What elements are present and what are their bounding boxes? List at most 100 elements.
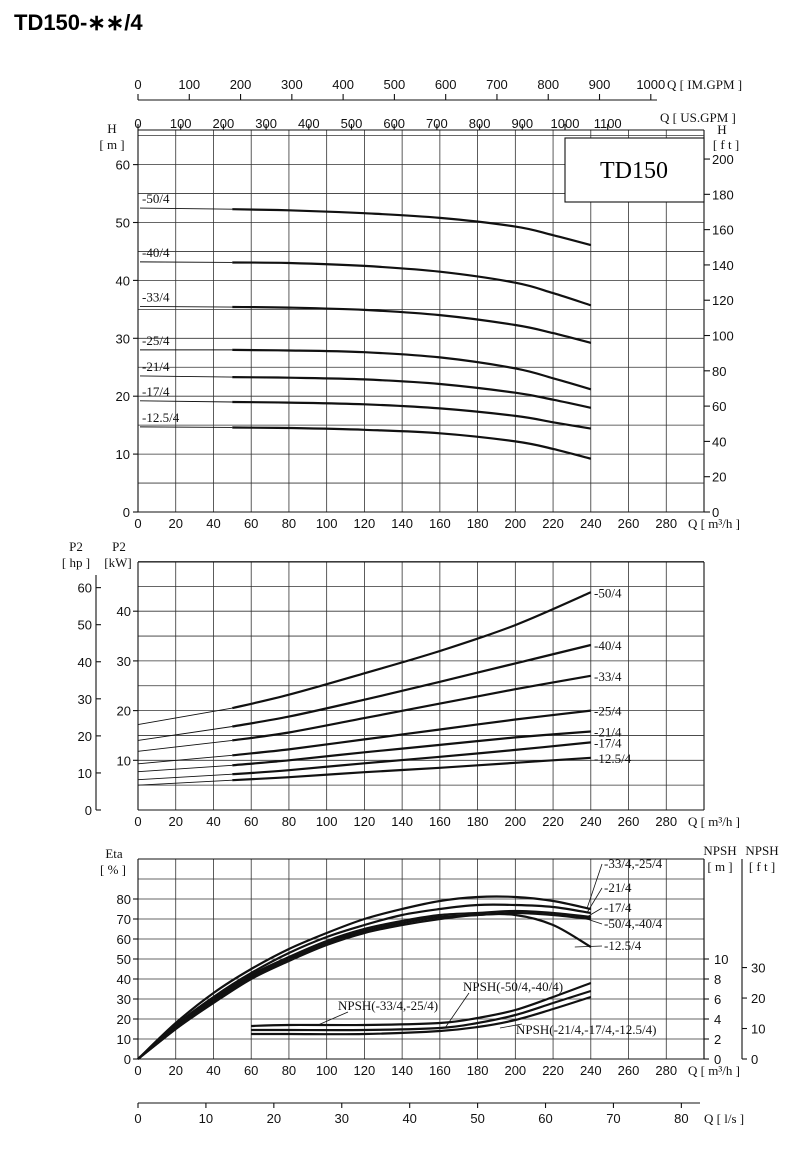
efficiency-curve	[137, 912, 592, 1060]
eta-tick-label: 60	[117, 932, 131, 947]
head-m-tick-label: 10	[116, 447, 130, 462]
power-series-label: -17/4	[594, 735, 622, 750]
power-series-label: -50/4	[594, 585, 622, 600]
head-m-axis-title: H	[107, 121, 116, 136]
npsh-m-axis-unit: [ m ]	[707, 859, 732, 874]
x-tick-label: 220	[542, 516, 564, 531]
power-hp-tick-label: 60	[78, 581, 92, 596]
eta-axis-title: Eta	[105, 846, 123, 861]
im-gpm-tick-label: 400	[332, 77, 354, 92]
x-tick-label: 0	[134, 516, 141, 531]
x-tick-label: 120	[354, 516, 376, 531]
x-tick-label: 160	[429, 814, 451, 829]
x-tick-label: 260	[618, 1063, 640, 1078]
efficiency-curve	[137, 911, 591, 1060]
x-tick-label: 40	[206, 1063, 220, 1078]
head-m-tick-label: 30	[116, 331, 130, 346]
npsh-m-tick-label: 0	[714, 1052, 721, 1067]
x-axis-label: Q [ m³/h ]	[688, 1063, 740, 1078]
power-kw-tick-label: 10	[117, 753, 131, 768]
npsh-series-label: NPSH(-21/4,-17/4,-12.5/4)	[516, 1022, 656, 1037]
power-series-label: -12.5/4	[594, 751, 632, 766]
npsh-leader-line	[317, 1011, 349, 1026]
us-gpm-tick-label: 900	[511, 116, 533, 131]
im-gpm-tick-label: 0	[134, 77, 141, 92]
power-hp-tick-label: 30	[78, 692, 92, 707]
x-tick-label: 100	[316, 814, 338, 829]
head-m-axis-unit: [ m ]	[99, 137, 124, 152]
us-gpm-tick-label: 400	[298, 116, 320, 131]
head-shutoff-line	[139, 426, 233, 428]
head-shutoff-line	[139, 207, 233, 210]
head-shutoff-line	[139, 400, 233, 403]
power-hp-tick-label: 40	[78, 655, 92, 670]
x-tick-label: 40	[206, 814, 220, 829]
x-tick-label: 220	[542, 1063, 564, 1078]
efficiency-curve	[137, 895, 592, 1060]
head-curve	[232, 348, 592, 391]
x-axis-label: Q [ m³/h ]	[688, 814, 740, 829]
eta-tick-label: 10	[117, 1032, 131, 1047]
head-shutoff-line	[139, 375, 233, 378]
efficiency-series-label: -33/4,-25/4	[604, 856, 663, 871]
power-series-label: -25/4	[594, 704, 622, 719]
x-tick-label: 240	[580, 814, 602, 829]
head-series-label: -25/4	[142, 333, 170, 348]
efficiency-leader-line	[586, 887, 603, 914]
head-m-tick-label: 60	[116, 158, 130, 173]
npsh-curve	[251, 981, 592, 1028]
head-m-tick-label: 0	[123, 505, 130, 520]
power-kw-tick-label: 30	[117, 654, 131, 669]
npsh-ft-axis-title: NPSH	[745, 843, 778, 858]
power-extension-line	[137, 707, 233, 725]
npsh-ft-tick-label: 30	[751, 961, 765, 976]
npsh-leader-line	[499, 1023, 523, 1029]
us-gpm-tick-label: 300	[255, 116, 277, 131]
power-curve	[232, 741, 591, 776]
x-tick-label: 0	[134, 814, 141, 829]
head-curve	[232, 305, 592, 344]
head-ft-tick-label: 0	[712, 505, 719, 520]
power-kw-tick-label: 20	[117, 704, 131, 719]
power-curve	[232, 730, 591, 767]
im-gpm-tick-label: 300	[281, 77, 303, 92]
page-title: TD150-∗∗/4	[14, 10, 143, 35]
power-hp-tick-label: 10	[78, 766, 92, 781]
x-tick-label: 180	[467, 1063, 489, 1078]
im-gpm-tick-label: 600	[435, 77, 457, 92]
power-extension-line	[137, 773, 233, 781]
x-tick-label: 280	[655, 814, 677, 829]
head-ft-tick-label: 80	[712, 364, 726, 379]
head-m-tick-label: 50	[116, 216, 130, 231]
x-tick-label: 140	[391, 516, 413, 531]
head-ft-tick-label: 140	[712, 258, 734, 273]
ls-tick-label: 60	[538, 1111, 552, 1126]
power-series-label: -40/4	[594, 638, 622, 653]
efficiency-leader-line	[586, 863, 603, 910]
ls-tick-label: 30	[335, 1111, 349, 1126]
efficiency-curve	[137, 909, 591, 1060]
power-kw-axis-title: P2	[112, 539, 126, 554]
head-curve	[232, 261, 592, 307]
npsh-m-tick-label: 4	[714, 1012, 721, 1027]
x-tick-label: 140	[391, 814, 413, 829]
im-gpm-tick-label: 700	[486, 77, 508, 92]
efficiency-series-label: -12.5/4	[604, 938, 642, 953]
power-extension-line	[137, 779, 233, 786]
head-shutoff-line	[139, 306, 233, 308]
x-tick-label: 220	[542, 814, 564, 829]
head-shutoff-line	[139, 261, 233, 263]
x-tick-label: 180	[467, 814, 489, 829]
us-gpm-tick-label: 700	[426, 116, 448, 131]
power-series-label: -33/4	[594, 669, 622, 684]
npsh-ft-tick-label: 20	[751, 991, 765, 1006]
bottom-flow-axis: 0 10 20 30 40 50 60 70 80 Q [ l/s ]	[134, 1102, 744, 1126]
head-chart: 0102030405060020406080100120140160180200…	[99, 121, 740, 531]
x-tick-label: 20	[168, 1063, 182, 1078]
head-ft-axis-title: H	[717, 122, 726, 137]
x-tick-label: 160	[429, 1063, 451, 1078]
im-gpm-tick-label: 500	[384, 77, 406, 92]
